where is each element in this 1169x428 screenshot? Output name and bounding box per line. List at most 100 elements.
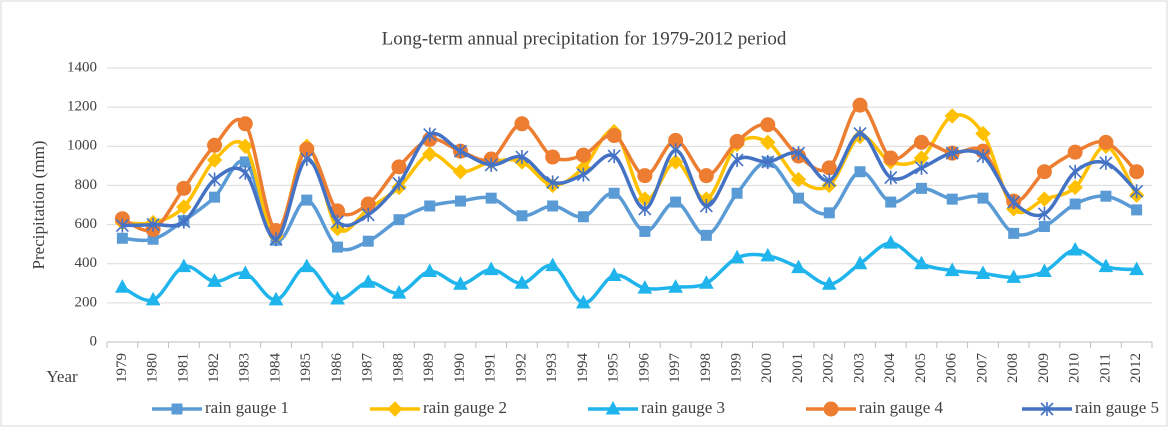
x-tick-label: 1987 <box>360 353 376 384</box>
marker <box>1008 227 1020 239</box>
marker <box>330 290 345 305</box>
marker <box>362 235 374 247</box>
y-tick-label: 0 <box>90 333 98 349</box>
marker <box>699 198 713 213</box>
marker <box>977 192 989 204</box>
marker <box>761 154 775 169</box>
x-tick-label: 1982 <box>206 353 222 383</box>
x-tick-label: 1986 <box>329 353 345 384</box>
marker <box>608 187 620 199</box>
legend-item: rain gauge 1 <box>152 398 289 417</box>
marker <box>760 117 776 133</box>
marker <box>268 291 284 306</box>
marker <box>299 258 315 273</box>
marker <box>176 199 192 215</box>
marker <box>1099 155 1113 170</box>
y-tick-label: 1400 <box>67 59 97 75</box>
marker <box>547 200 559 212</box>
marker <box>884 170 898 185</box>
x-tick-label: 1992 <box>513 353 529 383</box>
x-tick-label: 2004 <box>882 353 898 384</box>
marker <box>945 146 959 161</box>
x-tick-label: 1998 <box>698 353 714 383</box>
marker <box>975 265 991 279</box>
marker <box>607 149 621 164</box>
marker <box>269 232 283 247</box>
marker <box>976 149 990 164</box>
y-tick-label: 800 <box>75 177 98 193</box>
marker <box>1037 206 1051 221</box>
marker <box>146 217 160 232</box>
marker <box>975 125 991 142</box>
marker <box>237 265 253 279</box>
x-tick-label: 1979 <box>114 353 130 383</box>
marker <box>944 262 960 277</box>
marker <box>360 274 376 288</box>
marker <box>516 210 528 222</box>
y-tick-label: 400 <box>75 255 98 271</box>
marker <box>575 147 591 163</box>
x-tick-label: 2009 <box>1036 353 1052 383</box>
marker <box>700 229 712 241</box>
y-tick-label: 600 <box>75 216 98 232</box>
marker <box>483 261 499 276</box>
marker <box>1036 191 1053 207</box>
x-tick-label: 2008 <box>1005 353 1021 383</box>
x-tick-label: 1984 <box>267 353 283 384</box>
marker <box>332 241 344 253</box>
x-tick-label: 2002 <box>821 353 837 383</box>
marker <box>115 279 130 293</box>
x-tick-label: 1994 <box>575 353 591 384</box>
marker <box>729 133 745 149</box>
marker <box>760 247 776 262</box>
marker <box>852 255 868 270</box>
marker <box>668 279 683 293</box>
x-tick-label: 2011 <box>1097 353 1113 382</box>
marker <box>822 173 836 188</box>
legend-text: rain gauge 3 <box>641 398 725 417</box>
marker <box>577 211 589 223</box>
marker <box>944 108 960 124</box>
x-tick-label: 2007 <box>974 353 990 384</box>
marker <box>1007 195 1021 210</box>
marker <box>515 150 529 165</box>
marker <box>454 195 466 207</box>
x-tick-label: 1989 <box>421 353 437 383</box>
marker <box>453 144 468 159</box>
marker <box>914 255 929 270</box>
series-line <box>122 159 1138 252</box>
marker <box>913 134 929 150</box>
legend-item: rain gauge 4 <box>806 398 944 417</box>
marker <box>208 172 222 187</box>
marker <box>605 400 621 415</box>
x-tick-label: 1980 <box>145 353 161 383</box>
legend-item: rain gauge 2 <box>370 398 507 417</box>
marker <box>1098 258 1114 273</box>
marker <box>915 182 927 194</box>
marker <box>546 175 560 190</box>
series <box>116 156 1143 253</box>
marker <box>1131 204 1143 216</box>
marker <box>576 294 591 309</box>
marker <box>209 191 221 203</box>
y-tick-label: 1200 <box>67 99 97 115</box>
legend-text: rain gauge 2 <box>423 398 507 417</box>
marker <box>207 273 222 287</box>
marker <box>823 401 839 417</box>
marker <box>885 196 897 208</box>
marker <box>791 146 806 161</box>
marker <box>391 159 407 175</box>
marker <box>361 207 375 222</box>
marker <box>422 263 438 278</box>
marker <box>853 126 867 141</box>
marker <box>698 168 714 184</box>
marker <box>387 401 403 417</box>
x-tick-label: 1991 <box>483 353 499 383</box>
marker <box>821 276 837 290</box>
marker <box>698 275 714 289</box>
marker <box>606 267 622 281</box>
x-tick-label: 1988 <box>390 353 406 383</box>
marker <box>453 276 468 290</box>
x-tick-label: 2005 <box>913 353 929 383</box>
